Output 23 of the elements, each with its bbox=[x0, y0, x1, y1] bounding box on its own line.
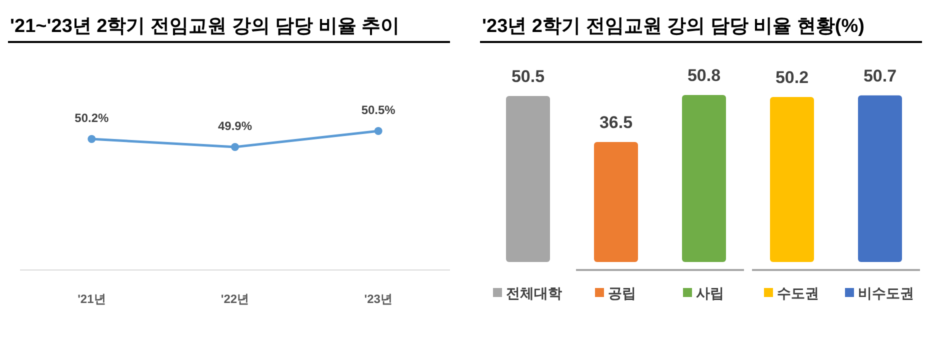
bar bbox=[506, 96, 550, 262]
bar bbox=[594, 142, 638, 262]
data-label: 50.8 bbox=[687, 66, 721, 85]
x-tick-label: 비수도권 bbox=[858, 285, 914, 301]
x-tick-label: '21년 bbox=[78, 292, 106, 306]
x-tick-label: 수도권 bbox=[777, 285, 819, 301]
x-tick-label: '23년 bbox=[364, 292, 392, 306]
chart-title: '21~'23년 2학기 전임교원 강의 담당 비율 추이 bbox=[10, 16, 400, 37]
x-tick-label: 공립 bbox=[608, 285, 636, 301]
bar bbox=[682, 95, 726, 262]
data-label: 50.5 bbox=[511, 66, 545, 86]
data-label: 50.5% bbox=[361, 103, 396, 117]
bar bbox=[770, 96, 814, 262]
data-label: 50.2 bbox=[775, 68, 809, 87]
x-tick-label: '22년 bbox=[220, 292, 250, 306]
x-tick-label: 전체대학 bbox=[506, 285, 562, 301]
data-label: 50.7 bbox=[863, 66, 897, 86]
chart-title: '23년 2학기 전임교원 강의 담당 비율 현황(%) bbox=[482, 16, 864, 37]
x-tick-label: 사립 bbox=[696, 285, 724, 301]
data-label: 49.9% bbox=[218, 119, 252, 133]
data-label: 36.5 bbox=[599, 113, 633, 132]
data-label: 50.2% bbox=[74, 111, 110, 125]
bar bbox=[858, 95, 902, 262]
